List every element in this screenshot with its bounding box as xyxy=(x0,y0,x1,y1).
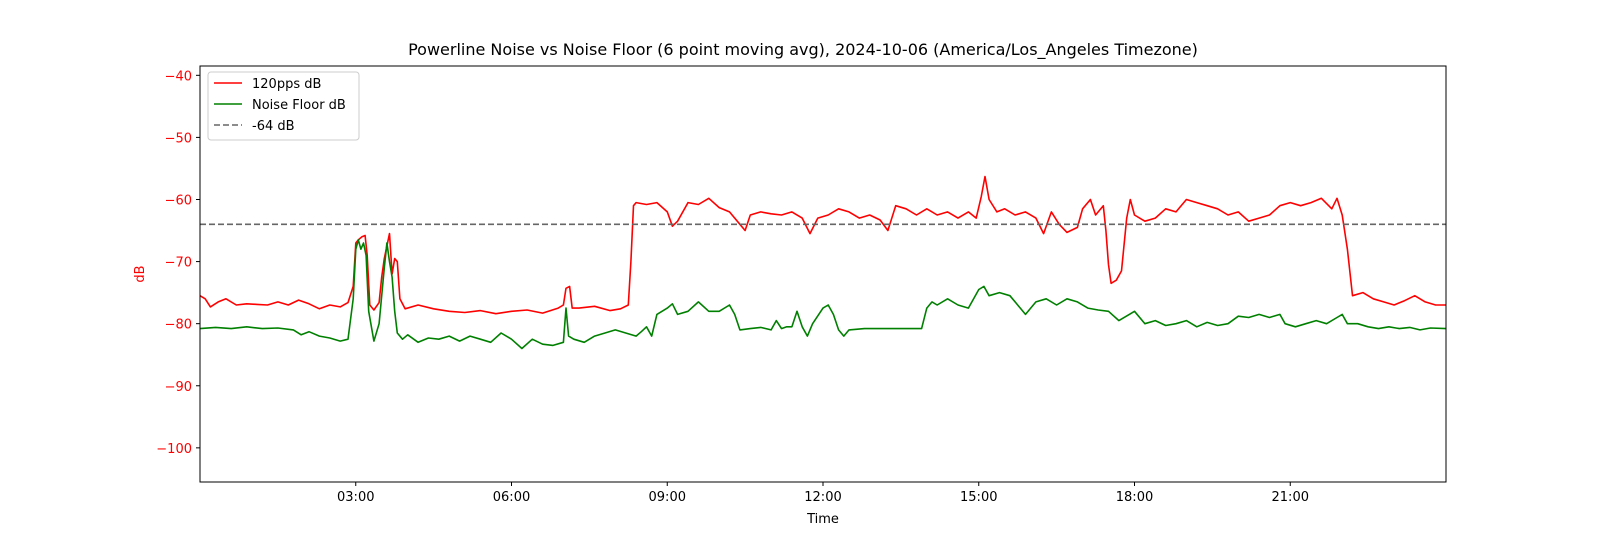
y-tick-label: −50 xyxy=(165,131,192,146)
series-line-noise-floor-db xyxy=(199,239,1447,350)
y-tick-label: −90 xyxy=(165,380,192,395)
y-axis-label: dB xyxy=(133,265,148,282)
plot-frame xyxy=(199,65,1447,483)
y-tick-label: −60 xyxy=(165,193,192,208)
x-tick-label: 03:00 xyxy=(337,490,374,505)
legend-label: 120pps dB xyxy=(252,77,321,92)
y-tick-label: −70 xyxy=(165,256,192,271)
x-tick-label: 12:00 xyxy=(804,490,841,505)
x-tick-label: 06:00 xyxy=(493,490,530,505)
x-axis-label: Time xyxy=(806,512,839,527)
chart-title: Powerline Noise vs Noise Floor (6 point … xyxy=(408,40,1198,60)
legend-label: Noise Floor dB xyxy=(252,98,346,113)
series-line-120pps-db xyxy=(199,175,1446,315)
y-tick-label: −40 xyxy=(165,69,192,84)
y-tick-label: −100 xyxy=(156,442,192,457)
legend-box xyxy=(207,71,360,141)
series-layer xyxy=(199,175,1447,350)
x-tick-label: 15:00 xyxy=(960,490,997,505)
legend-label: -64 dB xyxy=(252,119,295,134)
x-axis: 03:00 06:00 09:00 12:00 15:00 18:00 21:00 xyxy=(337,482,1309,505)
x-tick-label: 18:00 xyxy=(1116,490,1153,505)
x-tick-label: 09:00 xyxy=(649,490,686,505)
x-tick-label: 21:00 xyxy=(1272,490,1309,505)
plot-area xyxy=(199,65,1447,483)
y-axis: −40 −50 −60 −70 −80 −90 −100 xyxy=(156,69,200,457)
legend: 120pps dB Noise Floor dB -64 dB xyxy=(207,71,360,141)
y-tick-label: −80 xyxy=(165,318,192,333)
